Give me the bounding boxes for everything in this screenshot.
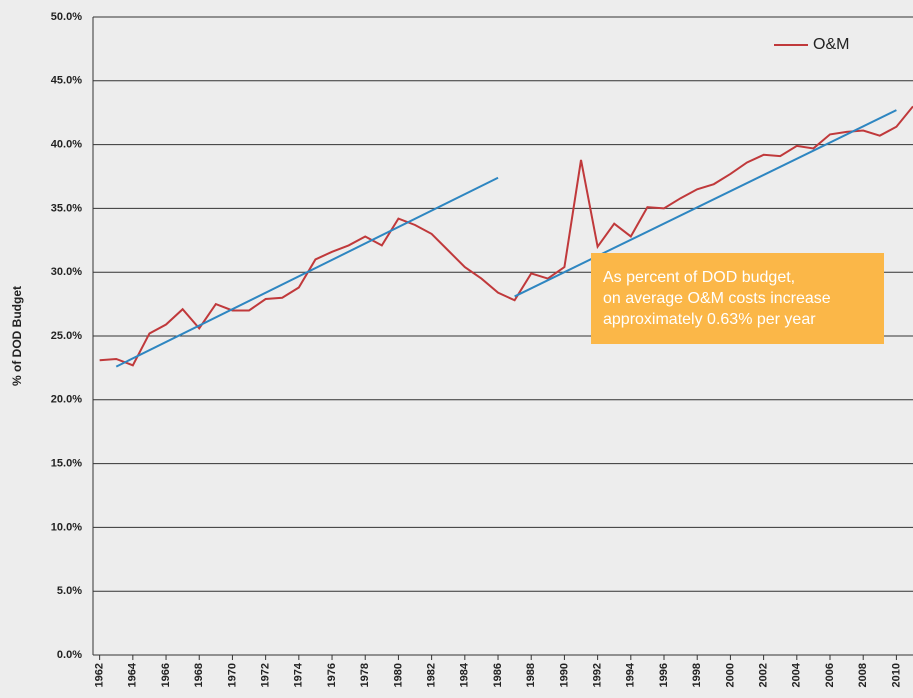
x-tick-label: 1976 [326,663,338,687]
x-tick-label: 1970 [226,663,238,687]
trend-line [514,109,897,298]
x-tick-label: 1996 [658,663,670,687]
x-tick-label: 2002 [758,663,770,687]
y-tick-label: 5.0% [57,585,82,597]
annotation-text: approximately 0.63% per year [603,311,816,328]
x-tick-label: 2008 [857,663,869,687]
x-tick-label: 1986 [492,663,504,687]
y-axis-label: % of DOD Budget [10,286,24,386]
annotation-text: As percent of DOD budget, [603,269,795,286]
x-tick-label: 1998 [691,663,703,687]
x-tick-label: 1990 [558,663,570,687]
x-tick-label: 2006 [824,663,836,687]
y-tick-label: 20.0% [51,394,82,406]
y-tick-label: 15.0% [51,458,82,470]
y-tick-label: 50.0% [51,11,82,23]
y-tick-label: 10.0% [51,521,82,533]
x-tick-label: 1962 [94,663,106,687]
x-tick-label: 1994 [625,662,637,687]
y-tick-label: 25.0% [51,330,82,342]
y-tick-label: 30.0% [51,266,82,278]
x-tick-label: 1974 [293,662,305,687]
x-tick-label: 1982 [426,663,438,687]
x-tick-label: 2010 [890,663,902,687]
annotation-box [591,253,884,344]
x-tick-label: 1980 [392,663,404,687]
x-tick-label: 2000 [724,663,736,687]
y-tick-label: 35.0% [51,202,82,214]
x-tick-label: 1992 [592,663,604,687]
x-tick-label: 1988 [525,663,537,687]
x-tick-label: 1978 [359,663,371,687]
y-tick-label: 45.0% [51,75,82,87]
y-tick-label: 40.0% [51,139,82,151]
data-line [99,105,913,367]
x-tick-label: 1964 [127,662,139,687]
y-tick-label: 0.0% [57,649,82,661]
x-tick-label: 2004 [791,662,803,687]
x-tick-label: 1984 [459,662,471,687]
legend-label: O&M [813,36,849,53]
trend-line [115,176,499,368]
x-tick-label: 1966 [160,663,172,687]
x-tick-label: 1972 [260,663,272,687]
annotation-text: on average O&M costs increase [603,290,831,307]
x-tick-label: 1968 [193,663,205,687]
